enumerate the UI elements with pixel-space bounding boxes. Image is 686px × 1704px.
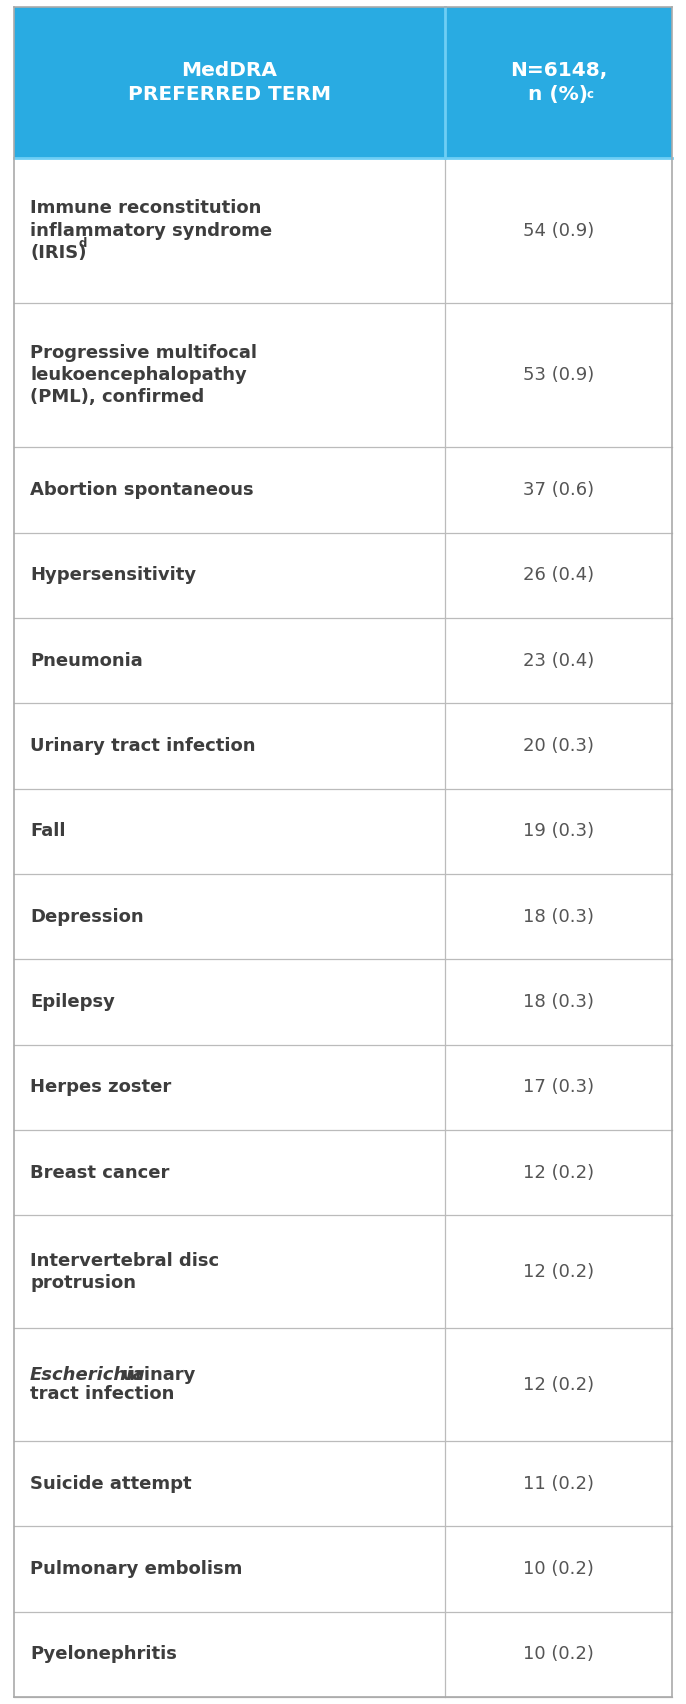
Text: 20 (0.3): 20 (0.3) xyxy=(523,738,594,755)
Text: Suicide attempt: Suicide attempt xyxy=(30,1474,191,1493)
Bar xyxy=(14,1045,672,1130)
Text: Abortion spontaneous: Abortion spontaneous xyxy=(30,481,254,499)
Text: Herpes zoster: Herpes zoster xyxy=(30,1079,172,1096)
Text: 26 (0.4): 26 (0.4) xyxy=(523,566,594,584)
Bar xyxy=(14,1215,672,1327)
Bar xyxy=(14,704,672,789)
Text: Escherichia: Escherichia xyxy=(30,1367,145,1384)
Text: Epilepsy: Epilepsy xyxy=(30,993,115,1010)
Bar xyxy=(14,158,672,303)
Text: Immune reconstitution
inflammatory syndrome
(IRIS): Immune reconstitution inflammatory syndr… xyxy=(30,199,272,262)
Text: 12 (0.2): 12 (0.2) xyxy=(523,1375,594,1394)
Bar xyxy=(14,874,672,959)
Text: Intervertebral disc
protrusion: Intervertebral disc protrusion xyxy=(30,1252,219,1292)
Text: urinary: urinary xyxy=(116,1367,196,1384)
Text: 17 (0.3): 17 (0.3) xyxy=(523,1079,594,1096)
Text: Progressive multifocal
leukoencephalopathy
(PML), confirmed: Progressive multifocal leukoencephalopat… xyxy=(30,344,257,406)
Text: 18 (0.3): 18 (0.3) xyxy=(523,908,594,925)
Text: tract infection: tract infection xyxy=(30,1385,174,1402)
Bar xyxy=(14,959,672,1045)
Text: 10 (0.2): 10 (0.2) xyxy=(523,1559,594,1578)
Text: Urinary tract infection: Urinary tract infection xyxy=(30,738,255,755)
Text: Hypersensitivity: Hypersensitivity xyxy=(30,566,196,584)
Bar xyxy=(14,448,672,533)
Text: Breast cancer: Breast cancer xyxy=(30,1164,169,1181)
Text: 19 (0.3): 19 (0.3) xyxy=(523,823,594,840)
Text: 12 (0.2): 12 (0.2) xyxy=(523,1263,594,1281)
Bar xyxy=(14,1327,672,1442)
Text: Fall: Fall xyxy=(30,823,65,840)
Text: Pulmonary embolism: Pulmonary embolism xyxy=(30,1559,242,1578)
Text: 37 (0.6): 37 (0.6) xyxy=(523,481,594,499)
Bar xyxy=(14,619,672,704)
Bar xyxy=(14,1130,672,1215)
Text: 10 (0.2): 10 (0.2) xyxy=(523,1646,594,1663)
Bar xyxy=(14,303,672,448)
Text: 53 (0.9): 53 (0.9) xyxy=(523,366,594,383)
Bar xyxy=(14,1612,672,1697)
Text: Pneumonia: Pneumonia xyxy=(30,651,143,670)
Text: 11 (0.2): 11 (0.2) xyxy=(523,1474,594,1493)
Text: 23 (0.4): 23 (0.4) xyxy=(523,651,594,670)
Text: c: c xyxy=(587,89,593,101)
Bar xyxy=(14,1527,672,1612)
Bar xyxy=(14,1442,672,1527)
Text: Depression: Depression xyxy=(30,908,143,925)
Text: 54 (0.9): 54 (0.9) xyxy=(523,222,594,240)
Bar xyxy=(14,789,672,874)
Text: 12 (0.2): 12 (0.2) xyxy=(523,1164,594,1181)
Text: Pyelonephritis: Pyelonephritis xyxy=(30,1646,177,1663)
Bar xyxy=(14,533,672,619)
Text: MedDRA
PREFERRED TERM: MedDRA PREFERRED TERM xyxy=(128,61,331,104)
Text: N=6148,
n (%): N=6148, n (%) xyxy=(510,61,607,104)
Text: 18 (0.3): 18 (0.3) xyxy=(523,993,594,1010)
Text: d: d xyxy=(78,237,86,250)
Bar xyxy=(14,7,672,158)
